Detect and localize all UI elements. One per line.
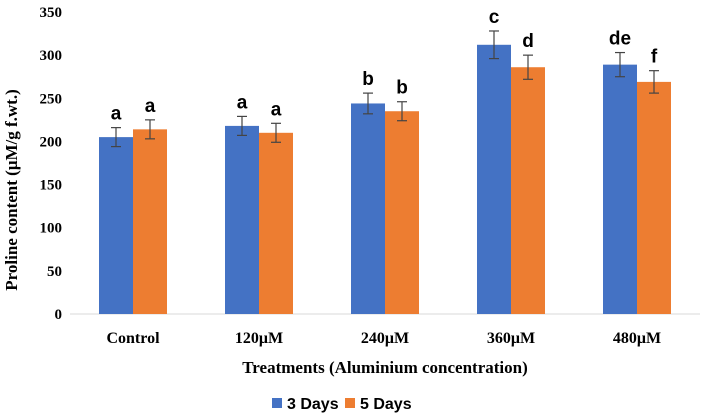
significance-label: a xyxy=(271,99,282,120)
significance-label: a xyxy=(145,96,156,117)
significance-label: a xyxy=(237,92,248,113)
legend: 3 Days 5 Days xyxy=(272,396,412,413)
x-tick-label: 120μM xyxy=(235,330,283,347)
bar-3-days xyxy=(477,44,511,314)
y-tick-label: 100 xyxy=(40,221,63,237)
legend-swatch xyxy=(345,398,355,408)
significance-label: d xyxy=(522,31,534,52)
y-tick-label: 200 xyxy=(40,134,63,150)
legend-swatch xyxy=(272,398,282,408)
bars-group: a a a a b b c d def xyxy=(99,7,671,315)
y-tick-label: 250 xyxy=(40,91,63,107)
x-tick-label: 240μM xyxy=(361,330,409,347)
x-tick-label: Control xyxy=(106,330,160,347)
bar-5-days xyxy=(133,129,167,314)
significance-label: b xyxy=(362,69,374,90)
y-tick-label: 150 xyxy=(40,178,63,194)
x-axis-label: Treatments (Aluminium concentration) xyxy=(242,358,528,377)
y-tick-label: 50 xyxy=(47,264,62,280)
significance-label: a xyxy=(111,104,122,125)
bar-3-days xyxy=(603,64,637,315)
legend-label: 3 Days xyxy=(287,396,339,413)
bar-3-days xyxy=(99,137,133,314)
bar-5-days xyxy=(511,67,545,314)
legend-label: 5 Days xyxy=(360,396,412,413)
x-axis-ticks: Control 120μM 240μM 360μM 480μM xyxy=(106,330,661,347)
bar-3-days xyxy=(225,125,259,314)
bar-5-days xyxy=(259,132,293,314)
bar-5-days xyxy=(385,111,419,314)
x-tick-label: 480μM xyxy=(613,330,661,347)
significance-label: f xyxy=(651,47,658,68)
significance-label: b xyxy=(396,78,408,99)
y-axis-label: Proline content (μM/g f.wt.) xyxy=(2,89,21,290)
significance-label: de xyxy=(609,29,631,50)
y-tick-label: 0 xyxy=(55,307,63,323)
significance-label: c xyxy=(489,7,500,28)
bar-3-days xyxy=(351,103,385,314)
y-axis-ticks: 0 50 100 150 200 250 300 350 xyxy=(40,5,63,323)
bar-5-days xyxy=(637,81,671,315)
y-tick-label: 300 xyxy=(40,48,63,64)
x-tick-label: 360μM xyxy=(487,330,535,347)
y-tick-label: 350 xyxy=(40,5,63,21)
